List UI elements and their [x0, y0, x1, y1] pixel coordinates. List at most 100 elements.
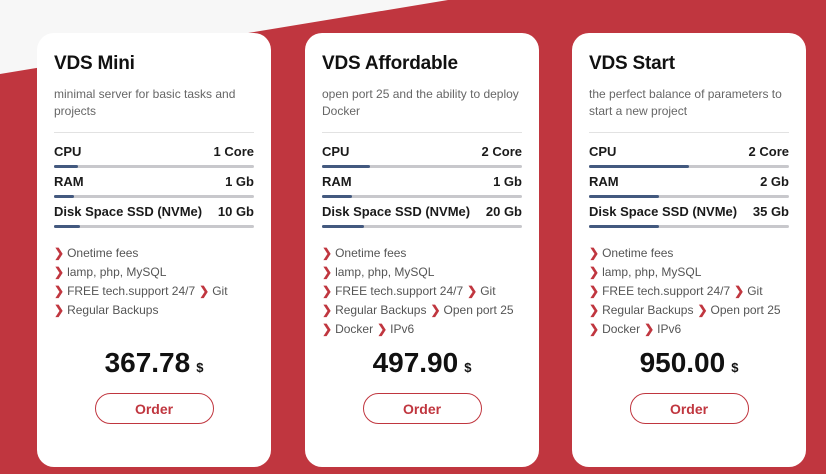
spec-label: Disk Space SSD (NVMe) [322, 204, 471, 219]
feature-item: ❯ Open port 25 [430, 303, 513, 317]
spec-level-bar [589, 165, 789, 168]
feature-item: ❯ Regular Backups [322, 303, 426, 317]
feature-list: ❯ Onetime fees ❯ lamp, php, MySQL ❯ FREE tech… [589, 244, 789, 339]
feature-item: ❯ Git [199, 284, 227, 298]
order-button[interactable]: Order [629, 393, 749, 424]
feature-text: FREE tech.support 24/7 [335, 284, 464, 298]
spec-cpu: CPU 2 Core [589, 144, 789, 168]
feature-line: ❯ Docker ❯ IPv6 [322, 320, 522, 339]
spec-level-bar [322, 225, 522, 228]
feature-text: Regular Backups [335, 303, 427, 317]
chevron-right-icon: ❯ [322, 265, 333, 279]
feature-item: ❯ Regular Backups [589, 303, 693, 317]
spec-value: 1 Gb [225, 174, 254, 189]
order-button[interactable]: Order [362, 393, 482, 424]
spec-cpu: CPU 2 Core [322, 144, 522, 168]
feature-item: ❯ Regular Backups [54, 303, 158, 317]
divider [322, 132, 522, 133]
feature-line: ❯ FREE tech.support 24/7 ❯ Git [322, 282, 522, 301]
spec-level-fill [322, 225, 364, 228]
feature-item: ❯ Docker [589, 322, 640, 336]
chevron-right-icon: ❯ [322, 303, 333, 317]
plan-price: 950.00 $ [589, 347, 789, 379]
feature-item: ❯ Git [734, 284, 762, 298]
feature-text: lamp, php, MySQL [67, 265, 167, 279]
spec-level-bar [322, 195, 522, 198]
spec-label: RAM [322, 174, 352, 189]
chevron-right-icon: ❯ [430, 303, 441, 317]
feature-line: ❯ FREE tech.support 24/7 ❯ Git [54, 282, 254, 301]
currency: $ [196, 360, 204, 375]
order-button[interactable]: Order [94, 393, 214, 424]
plan-price: 497.90 $ [322, 347, 522, 379]
plan-description: minimal server for basic tasks and proje… [54, 87, 236, 118]
feature-item: ❯ IPv6 [377, 322, 414, 336]
spec-level-fill [322, 195, 352, 198]
spec-value: 2 Core [481, 144, 522, 159]
plan-title: VDS Mini [54, 53, 135, 74]
feature-text: IPv6 [390, 322, 415, 336]
divider [589, 132, 789, 133]
currency: $ [464, 360, 472, 375]
spec-level-bar [54, 195, 254, 198]
spec-level-fill [322, 165, 370, 168]
chevron-right-icon: ❯ [322, 246, 333, 260]
feature-text: Onetime fees [335, 246, 407, 260]
chevron-right-icon: ❯ [589, 246, 600, 260]
spec-level-fill [589, 195, 659, 198]
feature-line: ❯ Onetime fees [54, 244, 254, 263]
spec-level-bar [589, 225, 789, 228]
spec-value: 10 Gb [217, 204, 254, 219]
spec-level-fill [54, 225, 80, 228]
feature-text: Docker [602, 322, 641, 336]
spec-ram: RAM 1 Gb [54, 174, 254, 198]
feature-item: ❯ Onetime fees [322, 246, 406, 260]
feature-item: ❯ Docker [322, 322, 373, 336]
chevron-right-icon: ❯ [644, 322, 655, 336]
feature-item: ❯ lamp, php, MySQL [322, 265, 434, 279]
chevron-right-icon: ❯ [589, 284, 600, 298]
plan-title: VDS Affordable [322, 53, 458, 74]
price-value: 367.78 [104, 347, 191, 378]
chevron-right-icon: ❯ [467, 284, 478, 298]
feature-line: ❯ lamp, php, MySQL [54, 263, 254, 282]
feature-text: Regular Backups [602, 303, 694, 317]
feature-text: IPv6 [657, 322, 682, 336]
feature-list: ❯ Onetime fees ❯ lamp, php, MySQL ❯ FREE tech… [322, 244, 522, 339]
spec-label: RAM [54, 174, 84, 189]
spec-value: 2 Gb [760, 174, 789, 189]
chevron-right-icon: ❯ [377, 322, 388, 336]
feature-text: Onetime fees [67, 246, 139, 260]
chevron-right-icon: ❯ [54, 265, 65, 279]
plan-card: VDS Affordable open port 25 and the abil… [305, 33, 539, 467]
spec-ram: RAM 1 Gb [322, 174, 522, 198]
chevron-right-icon: ❯ [54, 284, 65, 298]
spec-level-bar [54, 165, 254, 168]
spec-label: CPU [589, 144, 617, 159]
feature-text: Git [212, 284, 228, 298]
plan-description: open port 25 and the ability to deploy D… [322, 87, 519, 118]
feature-text: Docker [335, 322, 374, 336]
spec-label: CPU [54, 144, 82, 159]
price-value: 950.00 [639, 347, 726, 378]
chevron-right-icon: ❯ [54, 246, 65, 260]
feature-text: Git [747, 284, 763, 298]
spec-level-fill [54, 165, 78, 168]
chevron-right-icon: ❯ [199, 284, 210, 298]
chevron-right-icon: ❯ [322, 322, 333, 336]
feature-line: ❯ lamp, php, MySQL [589, 263, 789, 282]
feature-text: Onetime fees [602, 246, 674, 260]
spec-disk: Disk Space SSD (NVMe) 20 Gb [322, 204, 522, 228]
plan-card: VDS Start the perfect balance of paramet… [572, 33, 806, 467]
feature-text: lamp, php, MySQL [602, 265, 702, 279]
feature-item: ❯ Open port 25 [697, 303, 780, 317]
currency: $ [731, 360, 739, 375]
spec-value: 1 Core [213, 144, 254, 159]
plan-card: VDS Mini minimal server for basic tasks … [37, 33, 271, 467]
feature-item: ❯ Onetime fees [589, 246, 673, 260]
chevron-right-icon: ❯ [589, 322, 600, 336]
chevron-right-icon: ❯ [697, 303, 708, 317]
feature-item: ❯ FREE tech.support 24/7 [322, 284, 463, 298]
feature-text: Git [480, 284, 496, 298]
chevron-right-icon: ❯ [734, 284, 745, 298]
